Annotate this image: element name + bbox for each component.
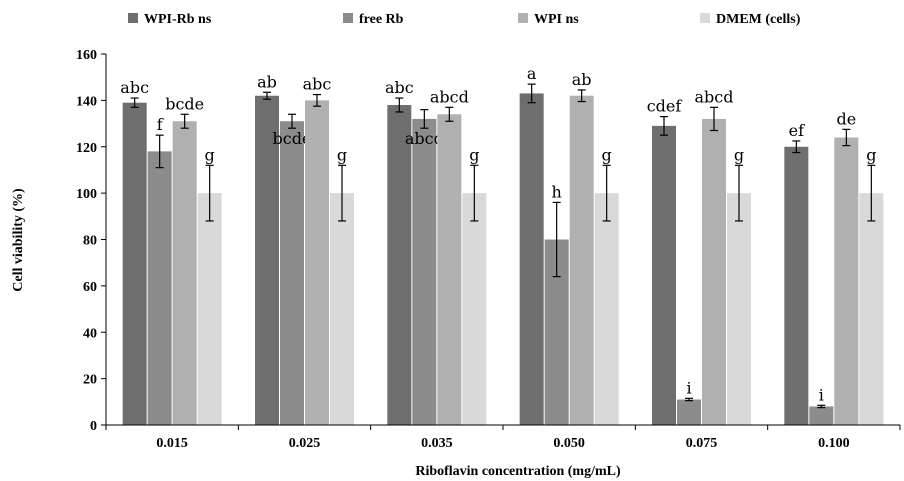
significance-label: g xyxy=(337,145,347,164)
legend-label: free Rb xyxy=(359,12,404,27)
bar xyxy=(280,121,304,426)
y-axis-title: Cell viability (%) xyxy=(11,188,26,292)
legend-swatch xyxy=(128,13,138,23)
x-tick-label: 0.015 xyxy=(156,436,188,451)
significance-label: g xyxy=(205,145,215,164)
legend-swatch xyxy=(518,13,528,23)
x-axis-title: Riboflavin concentration (mg/mL) xyxy=(415,464,621,479)
bar xyxy=(834,137,859,425)
bar xyxy=(809,406,834,425)
bar xyxy=(255,95,279,426)
significance-label: abc xyxy=(385,78,414,97)
significance-label: g xyxy=(866,145,876,164)
significance-label: i xyxy=(686,378,691,397)
significance-label: abcd xyxy=(695,87,734,106)
significance-label: abc xyxy=(303,75,332,94)
legend-label: WPI-Rb ns xyxy=(144,12,212,27)
significance-label: bcde xyxy=(273,129,312,148)
y-tick-label: 20 xyxy=(83,373,97,388)
x-tick-label: 0.100 xyxy=(818,436,850,451)
bar xyxy=(784,146,809,425)
significance-label: ab xyxy=(257,72,277,91)
y-tick-label: 80 xyxy=(83,234,97,249)
y-axis: 0 20 40 60 80 100 120 140 160 xyxy=(76,48,107,434)
y-tick-label: 120 xyxy=(76,141,97,156)
significance-label: g xyxy=(469,145,479,164)
y-tick-label: 60 xyxy=(83,280,97,295)
significance-label: abcd xyxy=(430,87,469,106)
legend-label: WPI ns xyxy=(534,12,579,27)
bar xyxy=(594,193,619,425)
bar xyxy=(462,193,487,425)
significance-label: de xyxy=(836,109,856,128)
bar xyxy=(330,193,354,425)
bar xyxy=(197,193,222,425)
significance-label: h xyxy=(552,182,562,201)
bar xyxy=(859,193,884,425)
significance-label: cdef xyxy=(647,97,683,116)
bar xyxy=(519,93,544,425)
y-tick-label: 160 xyxy=(76,48,97,63)
legend: WPI-Rb ns free Rb WPI ns DMEM (cells) xyxy=(128,12,801,27)
significance-label: g xyxy=(734,145,744,164)
significance-label: f xyxy=(157,115,164,134)
significance-label: a xyxy=(527,64,537,83)
significance-label: ab xyxy=(572,70,592,89)
y-tick-label: 100 xyxy=(76,187,97,202)
bar xyxy=(172,121,197,426)
bar xyxy=(387,105,412,425)
bar xyxy=(147,151,172,425)
x-tick-label: 0.050 xyxy=(553,436,585,451)
bar xyxy=(569,95,594,426)
significance-label: bcde xyxy=(165,94,204,113)
bar xyxy=(652,125,676,425)
significance-label: abcd xyxy=(405,129,444,148)
legend-swatch xyxy=(700,13,710,23)
bar xyxy=(305,100,329,425)
bar xyxy=(437,114,462,425)
significance-label: g xyxy=(602,145,612,164)
legend-swatch xyxy=(343,13,353,23)
bar xyxy=(677,399,701,425)
significance-label: abc xyxy=(120,78,149,97)
legend-label: DMEM (cells) xyxy=(716,12,801,27)
bar xyxy=(122,102,147,425)
x-axis: 0.015 0.025 0.035 0.050 0.075 0.100 xyxy=(105,424,901,451)
y-tick-label: 40 xyxy=(83,326,97,341)
y-tick-label: 140 xyxy=(76,94,97,109)
bar xyxy=(702,118,726,426)
x-tick-label: 0.025 xyxy=(289,436,321,451)
bar xyxy=(727,193,751,425)
x-tick-label: 0.035 xyxy=(421,436,453,451)
x-tick-label: 0.075 xyxy=(686,436,718,451)
significance-label: ef xyxy=(789,121,805,140)
bar xyxy=(412,118,437,426)
significance-label: i xyxy=(819,385,824,404)
y-tick-label: 0 xyxy=(90,419,97,434)
